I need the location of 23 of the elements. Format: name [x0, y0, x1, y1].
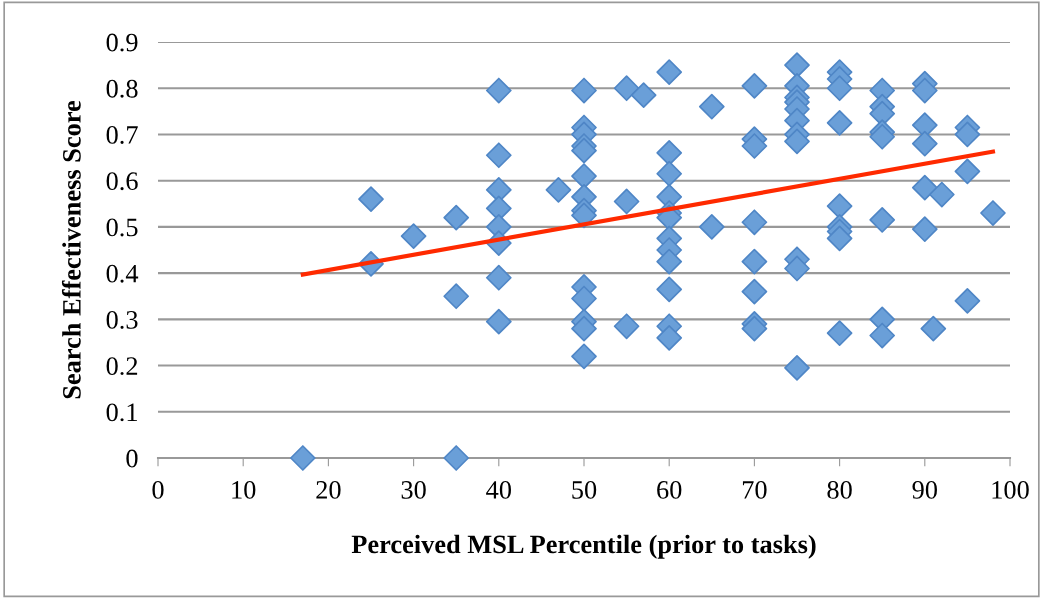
y-tick-label: 0.7	[106, 126, 138, 144]
y-tick-label: 0.9	[106, 33, 138, 52]
y-tick-label: 0.5	[106, 218, 138, 237]
x-tick-label: 70	[742, 480, 767, 499]
y-tick-label: 0	[126, 449, 138, 468]
x-tick-label: 60	[657, 480, 682, 499]
x-tick-label: 40	[486, 480, 511, 499]
x-tick-label: 0	[152, 480, 164, 499]
y-axis-title: Search Effectiveness Score	[61, 100, 81, 399]
x-tick-label: 90	[912, 480, 937, 499]
y-tick-label: 0.3	[106, 310, 138, 329]
x-tick-label: 10	[232, 480, 256, 499]
x-axis-title: Perceived MSL Percentile (prior to tasks)	[351, 534, 816, 559]
y-tick-label: 0.6	[106, 172, 138, 191]
x-tick-label: 30	[401, 480, 426, 499]
x-tick-label: 50	[572, 480, 597, 499]
y-tick-label: 0.2	[106, 357, 138, 376]
x-tick-label: 100	[992, 480, 1029, 499]
x-tick-label: 20	[316, 480, 341, 499]
y-tick-label: 0.1	[106, 403, 137, 422]
x-tick-label: 80	[827, 480, 852, 499]
y-tick-label: 0.4	[106, 264, 139, 283]
y-tick-label: 0.8	[106, 79, 138, 98]
